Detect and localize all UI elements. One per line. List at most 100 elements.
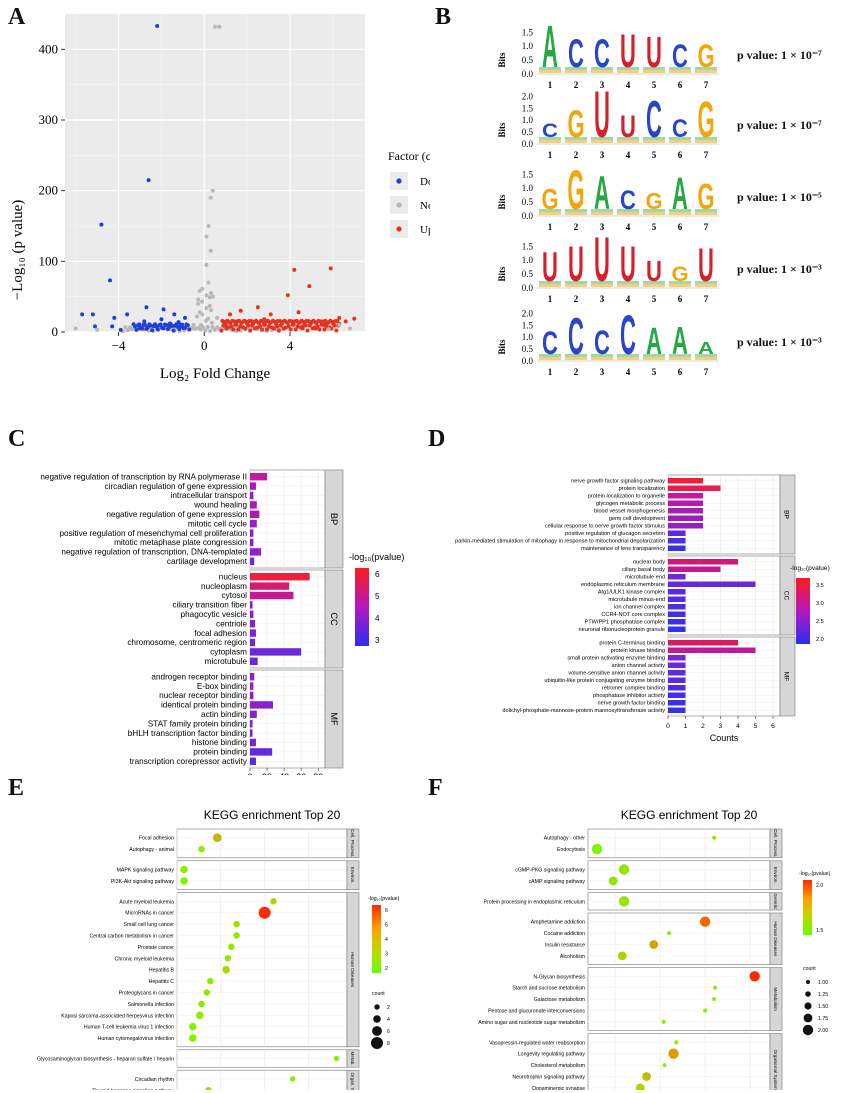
logo-minor-letter [539, 67, 561, 70]
up-point [289, 319, 294, 324]
pathway-dot [222, 965, 230, 974]
logo-minor-letter [591, 209, 613, 212]
logo-letter: U [568, 237, 584, 293]
go-term-label: positive regulation of mesenchymal cell … [60, 529, 248, 538]
up-point [232, 319, 237, 324]
size-legend-dot [373, 1015, 381, 1023]
pathway-label: Protein processing in endoplasmic reticu… [484, 899, 586, 905]
down-point [178, 324, 183, 329]
pathway-label: Insulin resistance [545, 943, 585, 949]
logo-letter: U [646, 256, 662, 287]
up-point [281, 319, 286, 324]
go-term-label: CCR4-NOT core complex [601, 612, 665, 618]
logo-minor-letter [617, 212, 639, 215]
go-term-label: bHLH transcription factor binding [128, 729, 248, 738]
size-legend-label: 1.50 [818, 1004, 828, 1010]
logo-position: 4 [626, 367, 631, 377]
no-sig-point [199, 322, 204, 327]
go-bar [668, 538, 686, 544]
logo-minor-letter [617, 357, 639, 360]
panel-label-d: D [428, 426, 446, 452]
panel-label-a: A [8, 4, 26, 30]
logo-minor-letter [669, 281, 691, 284]
down-point [143, 322, 147, 327]
logo-position: 3 [600, 367, 605, 377]
up-point [296, 310, 301, 315]
logo-minor-letter [669, 70, 691, 73]
logo-position: 1 [548, 80, 553, 90]
logo-position: 2 [574, 80, 579, 90]
pathway-dot [713, 985, 718, 990]
logo-minor-letter [539, 137, 561, 140]
logo-minor-letter [669, 284, 691, 287]
pathway-dot [703, 1008, 708, 1013]
panel-label-f: F [428, 775, 443, 801]
go-bar [668, 574, 686, 580]
pathway-dot [233, 920, 240, 928]
pathway-label: Autophagy - other [544, 836, 586, 842]
logo-y-tick: 2.0 [522, 91, 534, 101]
size-legend-label: 1.00 [818, 980, 828, 986]
go-bar [668, 647, 756, 653]
go-bar [250, 748, 273, 756]
logo-y-tick: 1.5 [522, 241, 534, 251]
no-sig-point [213, 24, 217, 29]
go-term-label: microtubule [205, 657, 248, 666]
up-point [260, 327, 265, 332]
go-term-label: protein kinase binding [611, 648, 665, 654]
logo-minor-letter [539, 284, 561, 287]
go-bar [250, 691, 254, 700]
up-point [275, 324, 280, 329]
go-term-label: nuclear body [633, 560, 665, 566]
up-point [352, 316, 357, 321]
pathway-dot [228, 943, 235, 951]
pathway-label: Kaposi sarcoma-associated herpesvirus in… [61, 1013, 174, 1019]
go-term-label: protein localization [619, 486, 665, 492]
no-sig-point [210, 325, 215, 330]
facet-label: Environ. [773, 867, 778, 884]
x-tick-label: 1 [684, 723, 688, 730]
go-bar [668, 692, 686, 698]
pathway-label: Alcoholism [560, 954, 585, 960]
motif-pvalue: p value: 1 × 10⁻⁵ [737, 190, 822, 204]
pathway-dot [749, 971, 760, 982]
down-point [137, 322, 142, 327]
facet-label: Metabolism [773, 987, 778, 1011]
logo-minor-letter [565, 212, 587, 215]
logo-minor-letter [591, 212, 613, 215]
no-sig-point [191, 322, 196, 327]
pathway-dot [258, 906, 271, 919]
no-sig-point [206, 224, 211, 228]
up-point [262, 317, 267, 322]
up-point [238, 308, 243, 313]
legend-title: Factor (changed) [388, 149, 430, 163]
pathway-dot [712, 997, 717, 1002]
go-term-label: phosphatase inhibitor activity [593, 693, 665, 699]
logo-y-tick: 1.0 [522, 115, 534, 125]
pathway-label: Human T-cell leukemia virus 1 infection [84, 1025, 174, 1031]
go-term-label: histone binding [192, 738, 248, 747]
up-point [286, 324, 291, 329]
up-point [234, 322, 239, 327]
go-bar [250, 557, 255, 565]
no-sig-point [200, 286, 205, 291]
logo-minor-letter [565, 140, 587, 143]
logo-minor-letter [617, 284, 639, 287]
go-bar [668, 626, 686, 632]
facet-strip [346, 892, 360, 1048]
facet-strip [769, 828, 783, 859]
up-point [292, 267, 297, 272]
pathway-dot [667, 931, 672, 936]
colorbar-tick: 3 [375, 636, 380, 645]
logo-y-tick: 1.5 [522, 169, 534, 179]
go-term-label: protein C-terminus binding [599, 641, 665, 647]
up-point [268, 312, 273, 317]
size-legend-title: count [803, 966, 816, 972]
up-point [219, 328, 224, 333]
logo-position: 6 [678, 80, 683, 90]
logo-position: 3 [600, 294, 605, 304]
logo-position: 7 [704, 294, 709, 304]
pathway-dot [591, 843, 603, 855]
logo-minor-letter [591, 354, 613, 357]
